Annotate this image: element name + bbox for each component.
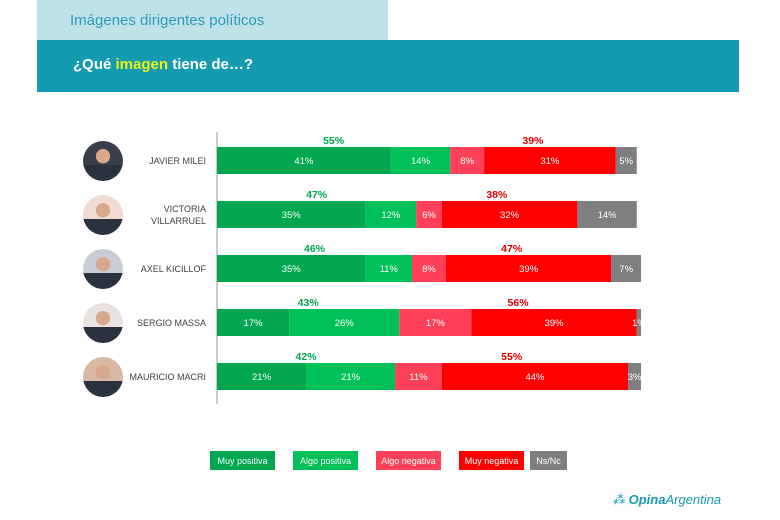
bar-segment-muy-negativa xyxy=(471,309,637,336)
bar-data-label: 8% xyxy=(460,156,474,167)
section-title: Imágenes dirigentes políticos xyxy=(70,12,265,29)
bar-segment-muy-positiva xyxy=(217,363,307,390)
category-label: AXEL KICILLOF xyxy=(141,264,207,274)
bar-data-label: 1% xyxy=(632,318,646,329)
bar-data-label: 14% xyxy=(411,156,431,167)
bar-segment-ns-nc xyxy=(615,147,637,174)
bar-segment-muy-positiva xyxy=(217,147,391,174)
legend-item-algo-positiva: Algo positiva xyxy=(293,451,358,470)
legend-item-muy-negativa: Muy negativa xyxy=(459,451,524,470)
question-header-band xyxy=(37,40,739,92)
bar-segment-algo-positiva xyxy=(365,201,417,228)
legend-item-muy-positiva: Muy positiva xyxy=(210,451,275,470)
question-suffix: tiene de…? xyxy=(168,56,254,73)
bar-segment-algo-positiva xyxy=(365,255,413,282)
logo-icon: ⁂ xyxy=(612,492,629,507)
bar-segment-algo-negativa xyxy=(416,201,442,228)
bar-data-label: 39% xyxy=(545,318,565,329)
bar-data-label: 5% xyxy=(619,156,633,167)
category-label: SERGIO MASSA xyxy=(137,318,206,328)
bar-segment-muy-negativa xyxy=(441,201,578,228)
bar-data-label: 14% xyxy=(598,210,618,221)
negative-total-label: 38% xyxy=(486,189,508,201)
bar-segment-muy-positiva xyxy=(217,201,366,228)
bar-segment-algo-negativa xyxy=(450,147,485,174)
category-label: MAURICIO MACRI xyxy=(130,372,207,382)
positive-total-label: 42% xyxy=(296,351,318,363)
bar-data-label: 44% xyxy=(525,372,545,383)
negative-total-label: 55% xyxy=(501,351,523,363)
bar-data-label: 12% xyxy=(381,210,401,221)
bar-data-label: 35% xyxy=(282,264,302,275)
legend-item-algo-negativa: Algo negativa xyxy=(376,451,441,470)
category-label: JAVIER MILEI xyxy=(149,156,206,166)
candidate-avatar xyxy=(83,302,123,343)
bar-segment-algo-negativa xyxy=(412,255,446,282)
positive-total-label: 46% xyxy=(304,243,326,255)
candidate-avatar xyxy=(83,194,123,235)
opina-argentina-logo: ⁂ OpinaArgentina xyxy=(612,492,722,507)
bar-data-label: 31% xyxy=(540,156,560,167)
bar-data-label: 21% xyxy=(341,372,361,383)
bar-segment-ns-nc xyxy=(611,255,641,282)
category-label: VICTORIA xyxy=(164,204,206,214)
bar-segment-muy-positiva xyxy=(217,255,366,282)
bar-segment-algo-positiva xyxy=(289,309,400,336)
positive-total-label: 47% xyxy=(306,189,328,201)
negative-total-label: 39% xyxy=(522,135,544,147)
bar-data-label: 8% xyxy=(422,264,436,275)
question-prefix: ¿Qué xyxy=(73,56,116,73)
negative-total-label: 56% xyxy=(508,297,530,309)
bar-data-label: 6% xyxy=(422,210,436,221)
bar-segment-muy-negativa xyxy=(445,255,612,282)
bar-segment-algo-positiva xyxy=(306,363,396,390)
bar-data-label: 21% xyxy=(252,372,272,383)
bar-segment-ns-nc xyxy=(577,201,637,228)
bar-data-label: 39% xyxy=(519,264,539,275)
bar-data-label: 26% xyxy=(335,318,355,329)
bar-segment-ns-nc xyxy=(636,309,641,336)
section-header-band xyxy=(37,0,388,40)
bar-data-label: 3% xyxy=(628,372,642,383)
candidate-avatar xyxy=(83,140,123,181)
negative-total-label: 47% xyxy=(501,243,523,255)
bar-data-label: 11% xyxy=(380,264,399,275)
question-title: ¿Qué imagen tiene de…? xyxy=(73,56,253,73)
bar-data-label: 17% xyxy=(426,318,446,329)
positive-total-label: 55% xyxy=(323,135,345,147)
bar-segment-muy-negativa xyxy=(441,363,629,390)
bar-segment-muy-positiva xyxy=(217,309,290,336)
bar-data-label: 17% xyxy=(244,318,264,329)
positive-total-label: 43% xyxy=(298,297,320,309)
bar-data-label: 41% xyxy=(294,156,314,167)
bar-data-label: 11% xyxy=(409,372,428,383)
candidate-avatar xyxy=(83,248,123,289)
bar-data-label: 7% xyxy=(619,264,633,275)
bar-segment-algo-positiva xyxy=(390,147,451,174)
legend-item-ns-nc: Ns/Nc xyxy=(530,451,567,470)
bar-segment-algo-negativa xyxy=(395,363,442,390)
candidate-avatar xyxy=(83,356,123,397)
bar-data-label: 35% xyxy=(282,210,302,221)
category-label: VILLARRUEL xyxy=(151,216,206,226)
bar-data-label: 32% xyxy=(500,210,520,221)
bar-segment-ns-nc xyxy=(628,363,641,390)
bar-segment-muy-negativa xyxy=(484,147,616,174)
bar-segment-algo-negativa xyxy=(399,309,472,336)
question-highlight: imagen xyxy=(115,56,169,73)
